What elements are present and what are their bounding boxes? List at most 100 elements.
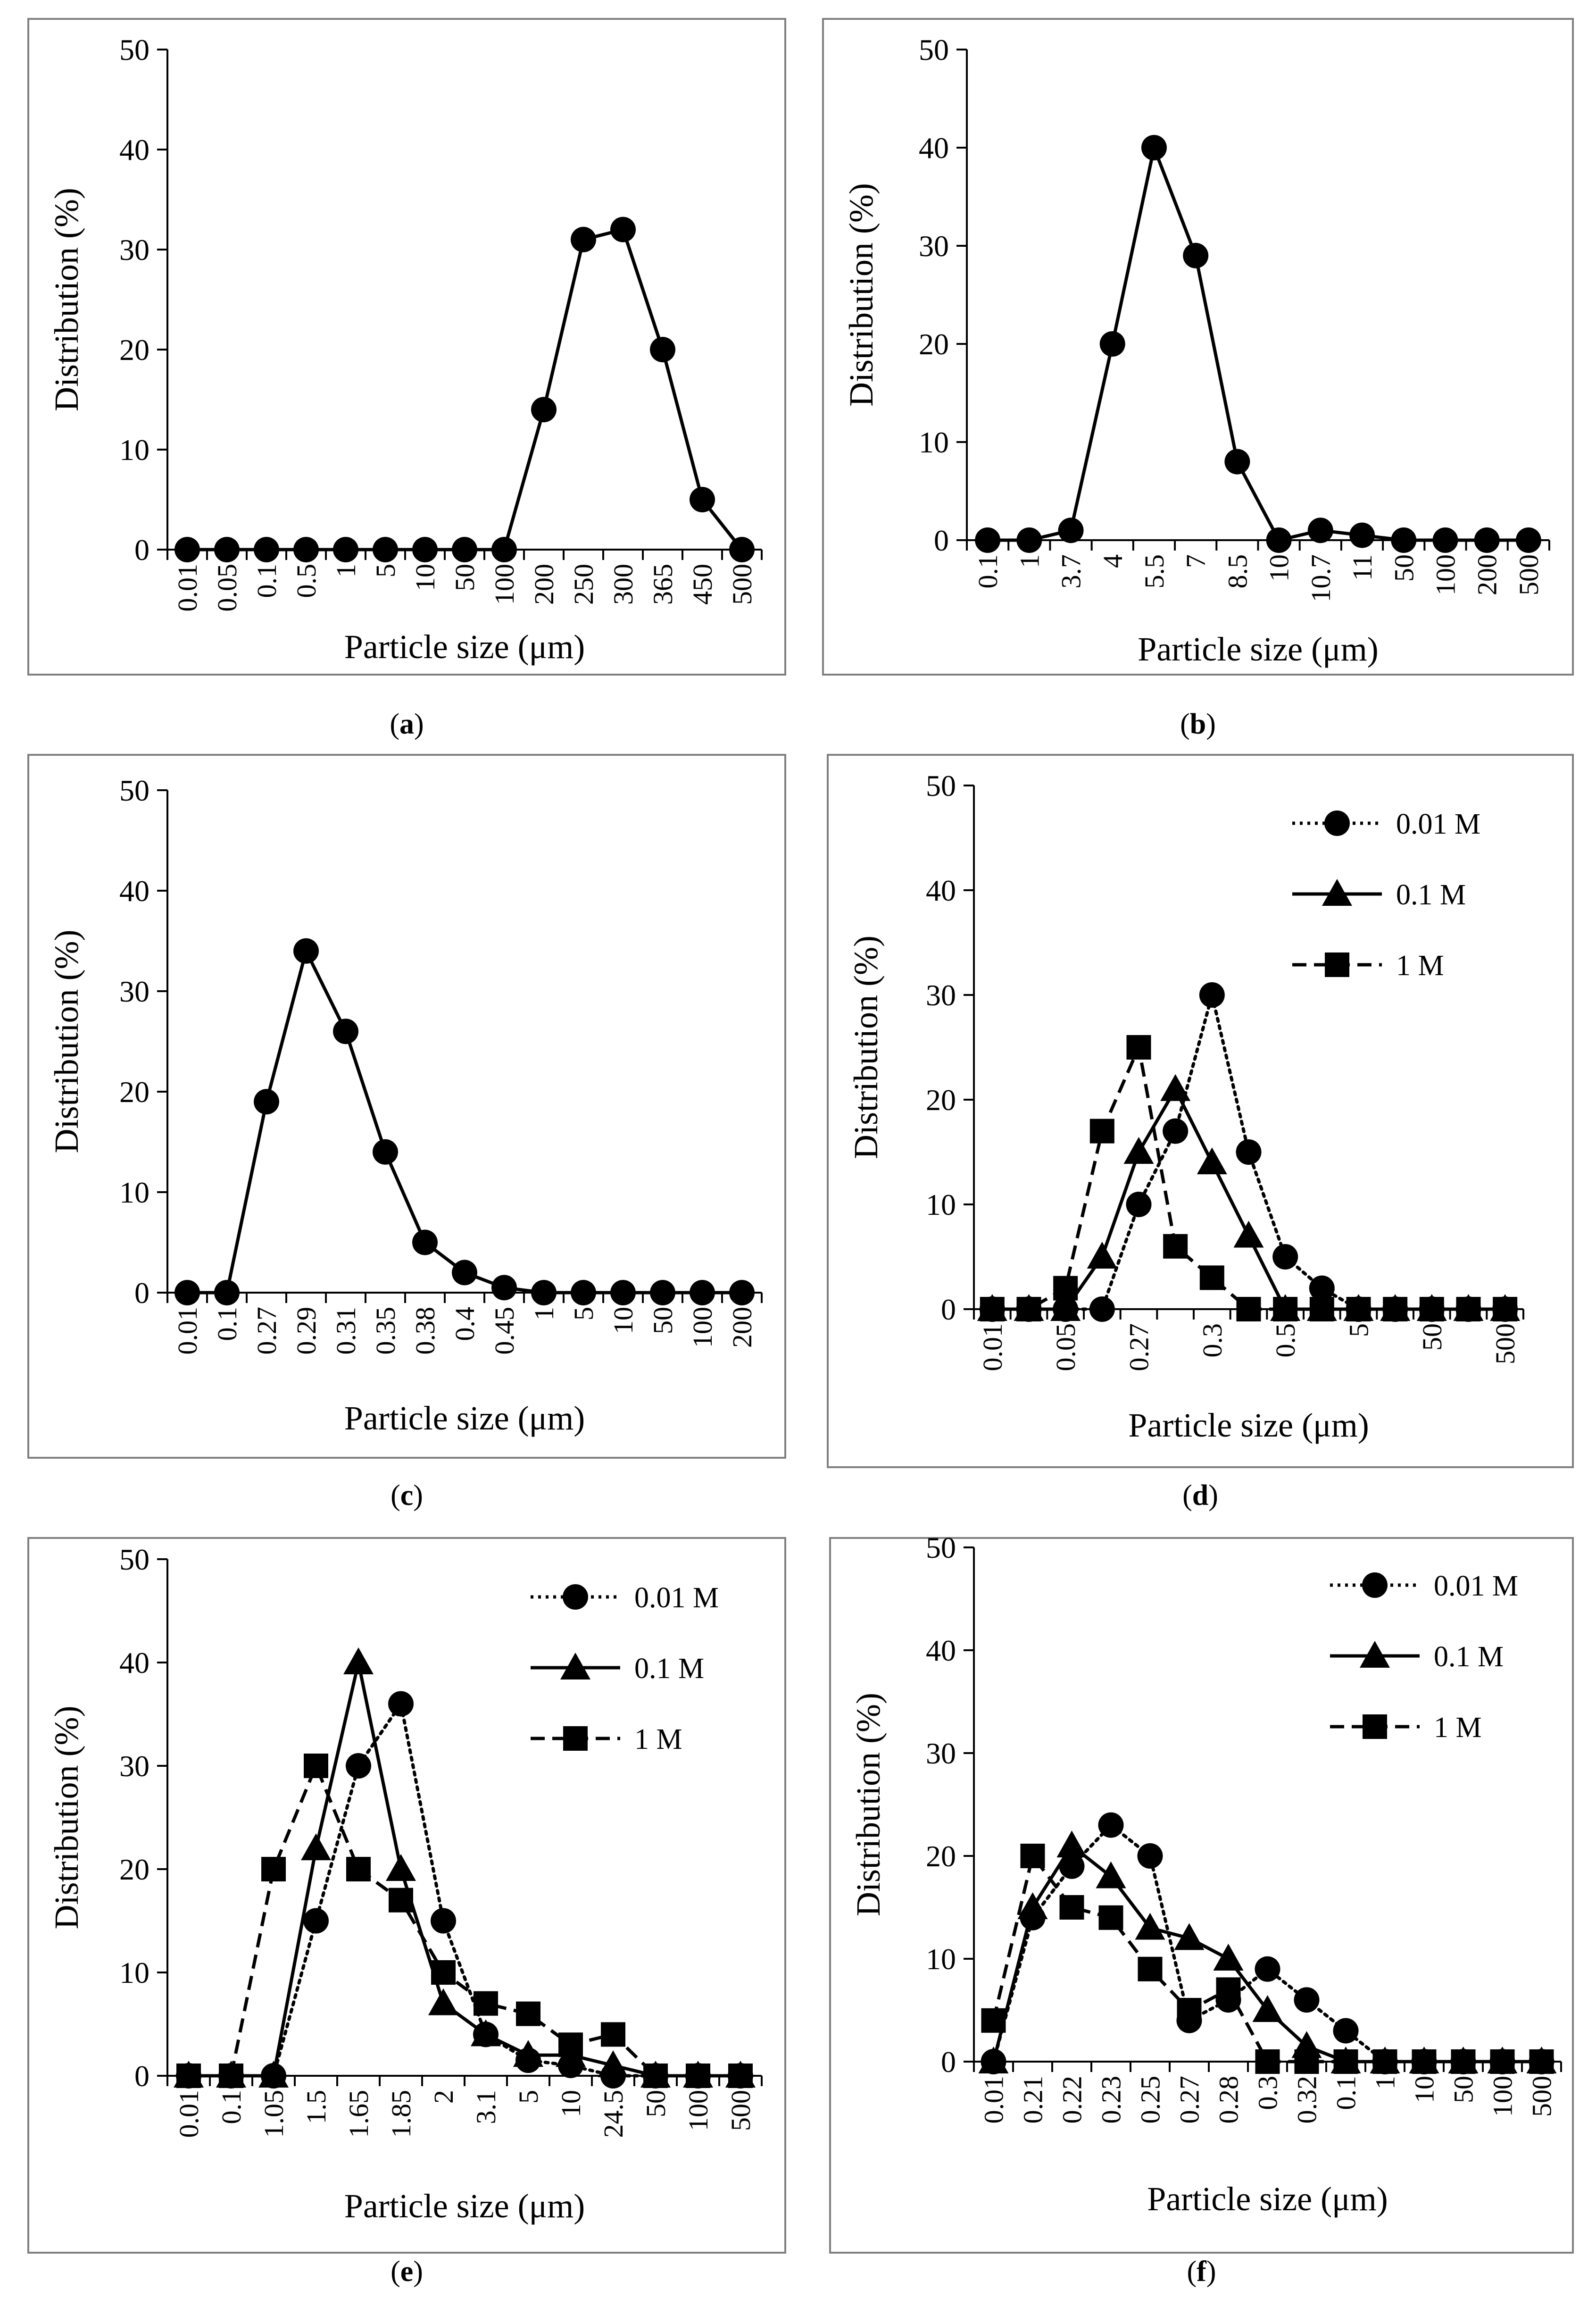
caption-letter: e: [400, 2256, 414, 2288]
x-tick-label: 0.23: [1096, 2076, 1127, 2124]
data-point: [1177, 1998, 1202, 2022]
panel-e-x-axis-title: Particle size (μm): [344, 2187, 585, 2225]
legend-marker: [1360, 1641, 1390, 1668]
x-tick-label: 0.25: [1135, 2076, 1166, 2124]
data-point: [1089, 1296, 1115, 1322]
x-tick-label: 10.7: [1305, 554, 1336, 602]
data-point: [1098, 1905, 1123, 1930]
x-tick-label: 1: [331, 564, 361, 577]
x-tick-label: 0.38: [410, 1307, 441, 1355]
data-point: [610, 1280, 636, 1305]
y-tick-label: 0: [134, 533, 150, 567]
x-tick-label: 0.21: [1018, 2076, 1048, 2124]
data-point: [975, 527, 1001, 553]
y-tick-label: 30: [119, 1749, 150, 1783]
data-point: [980, 1297, 1005, 1321]
x-tick-label: 1.5: [301, 2090, 332, 2124]
legend-marker: [1324, 810, 1350, 836]
y-tick-label: 40: [926, 1634, 956, 1667]
y-tick-label: 10: [919, 426, 949, 459]
data-point: [293, 537, 319, 562]
data-point: [1123, 1137, 1154, 1164]
panel-f-caption: (f): [1187, 2256, 1216, 2288]
panel-f-frame: [829, 1537, 1574, 2254]
x-tick-label: 200: [529, 564, 559, 605]
data-point: [373, 537, 398, 562]
data-point: [1141, 135, 1167, 160]
x-tick-label: 450: [687, 564, 718, 605]
data-point: [1412, 2049, 1437, 2074]
data-point: [650, 1280, 675, 1305]
x-tick-label: 100: [1488, 2076, 1518, 2117]
y-tick-label: 20: [119, 1075, 150, 1109]
data-point: [1135, 1913, 1165, 1940]
data-point: [1058, 518, 1084, 543]
data-point: [1138, 1956, 1163, 1981]
panel-b: 0 10 20 30 40 50 0.1 1 3.7 4 5.5 7 8.5 10 10.7 11 50 100 2…: [822, 18, 1574, 676]
data-point: [214, 537, 240, 562]
data-point: [412, 1229, 438, 1255]
x-tick-label: 50: [449, 564, 480, 591]
data-point: [1137, 1843, 1163, 1869]
data-point: [219, 2064, 243, 2088]
data-point: [258, 2061, 289, 2088]
data-point: [1099, 331, 1125, 357]
panel-d-x-axis-title: Particle size (μm): [1128, 1406, 1369, 1444]
x-tick-label: 0.01: [979, 2076, 1009, 2124]
data-point: [1252, 1995, 1283, 2022]
data-point: [1096, 1861, 1126, 1888]
panel-a-caption: (a): [390, 708, 424, 740]
data-point: [729, 537, 755, 562]
data-point: [513, 2040, 543, 2067]
x-tick-label: 100: [1430, 554, 1461, 595]
x-tick-label: 0.05: [1050, 1323, 1081, 1371]
data-point: [650, 337, 675, 362]
panel-f-legend: 0.01 M 0.1 M 1 M: [1330, 1570, 1518, 1744]
data-point: [1255, 1956, 1280, 1982]
x-tick-label: 50: [1448, 2076, 1479, 2103]
y-tick-label: 40: [919, 131, 949, 165]
panel-b-series-0: [975, 135, 1541, 553]
x-tick-label: 3.7: [1056, 554, 1087, 589]
data-point: [571, 1280, 596, 1305]
data-point: [1216, 1977, 1241, 2002]
x-tick-label: 0.31: [331, 1307, 361, 1355]
x-tick-label: 100: [683, 2090, 714, 2131]
data-point: [293, 938, 319, 964]
x-tick-label: 5: [513, 2090, 544, 2104]
data-point: [304, 1754, 328, 1778]
data-point: [452, 537, 477, 562]
y-tick-label: 50: [119, 33, 150, 67]
data-point: [1294, 1987, 1320, 2013]
data-point: [431, 1908, 456, 1934]
data-point: [1490, 2049, 1515, 2074]
x-tick-label: 0.3: [1253, 2076, 1283, 2110]
caption-letter: c: [400, 1479, 414, 1512]
data-point: [1307, 518, 1333, 543]
y-tick-label: 0: [941, 2045, 956, 2079]
x-tick-label: 0.32: [1292, 2076, 1322, 2124]
data-point: [1213, 1944, 1244, 1971]
data-point: [1199, 982, 1225, 1008]
y-tick-label: 0: [941, 1293, 956, 1326]
data-point: [1016, 527, 1042, 553]
x-tick-label: 0.28: [1214, 2076, 1244, 2124]
x-tick-label: 10: [608, 1307, 639, 1334]
panel-f-x-axis-title: Particle size (μm): [1147, 2180, 1388, 2218]
data-point: [491, 537, 517, 562]
data-point: [598, 2050, 628, 2078]
data-point: [428, 1988, 458, 2015]
data-point: [261, 1857, 286, 1881]
panel-e: 0 10 20 30 40 50 0.01 0.1 1.05 1.5 1.65 1.85 2 3.1 5 10…: [27, 1537, 786, 2254]
y-tick-label: 40: [926, 874, 956, 907]
y-tick-label: 30: [919, 229, 949, 263]
x-tick-label: 8.5: [1222, 554, 1253, 589]
data-point: [254, 1089, 279, 1115]
data-point: [346, 1857, 371, 1881]
x-tick-label: 500: [1490, 1323, 1521, 1364]
data-point: [1236, 1139, 1262, 1165]
x-tick-label: 10: [410, 564, 441, 591]
legend-marker: [1322, 879, 1352, 906]
data-point: [1272, 1244, 1298, 1270]
x-tick-label: 0.01: [977, 1323, 1008, 1371]
